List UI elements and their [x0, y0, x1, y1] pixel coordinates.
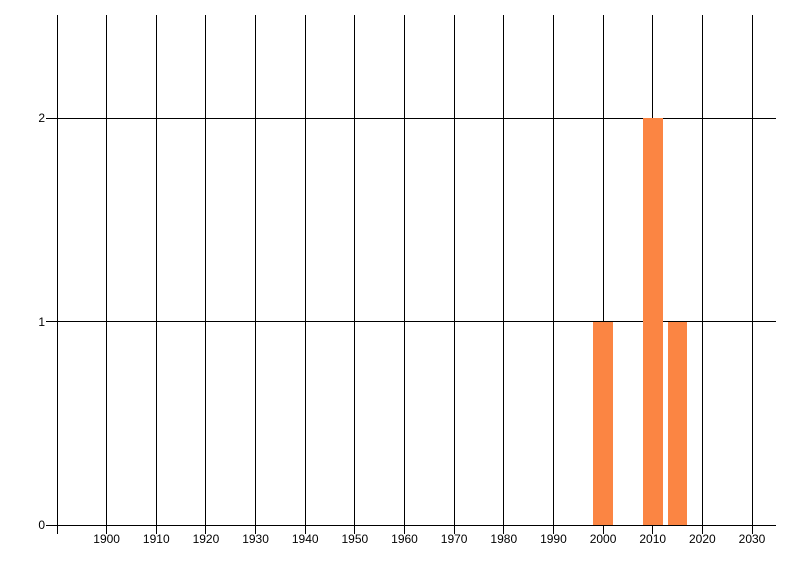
- x-gridline: [602, 15, 604, 534]
- x-axis-tick-label: 1990: [540, 532, 567, 546]
- x-axis-tick-label: 1920: [192, 532, 220, 546]
- x-axis-tick-label: 1970: [440, 532, 468, 546]
- x-gridline: [106, 15, 108, 534]
- x-axis-tick-label: 2000: [589, 532, 617, 546]
- y-axis-tick-label: 1: [38, 314, 45, 329]
- data-bar: [593, 321, 613, 525]
- data-bar: [642, 118, 663, 525]
- x-gridline: [552, 15, 554, 534]
- x-axis-tick-label: 1950: [341, 532, 369, 546]
- x-gridline: [304, 15, 306, 534]
- x-gridline: [205, 15, 207, 534]
- x-axis-tick-label: 1960: [391, 532, 418, 546]
- x-gridline: [155, 15, 157, 534]
- x-axis-tick-label: 2020: [688, 532, 716, 546]
- data-bar: [667, 321, 688, 525]
- x-axis-line: [46, 525, 776, 526]
- x-axis-tick-label: 2010: [639, 532, 667, 546]
- x-gridline: [751, 15, 753, 534]
- x-axis-tick-label: 1980: [490, 532, 518, 546]
- x-gridline: [404, 15, 405, 534]
- x-axis-tick-label: 2030: [738, 532, 766, 546]
- x-axis-tick-label: 1940: [291, 532, 319, 546]
- y-gridline: [46, 321, 776, 322]
- y-axis-tick-label: 0: [38, 518, 45, 532]
- x-axis-tick-label: 1910: [142, 532, 170, 546]
- y-gridline: [46, 117, 776, 119]
- x-gridline: [701, 15, 703, 534]
- x-gridline: [354, 15, 356, 534]
- x-axis-tick-label: 1930: [242, 532, 269, 546]
- x-axis-tick-label: 1900: [93, 532, 120, 546]
- x-gridline: [503, 15, 505, 534]
- y-axis-tick-label: 2: [38, 111, 45, 125]
- x-gridline: [56, 15, 58, 534]
- x-gridline: [453, 15, 455, 534]
- x-gridline: [255, 15, 257, 534]
